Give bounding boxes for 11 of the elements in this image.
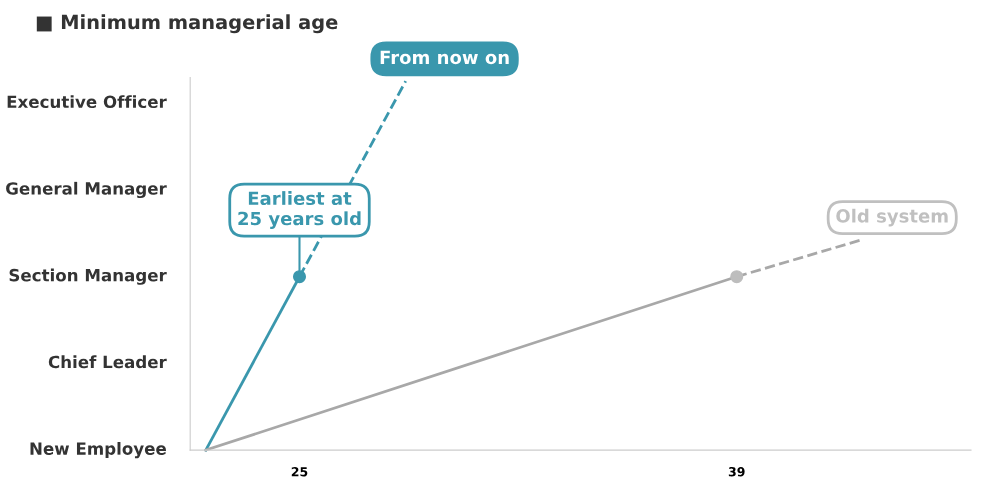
x-tick-label: 25 (291, 467, 308, 477)
x-tick-label: 39 (728, 467, 745, 477)
annotation: From now on (380, 50, 509, 65)
annotation: Earliest at 25 years old (238, 191, 361, 229)
text: Section Manager (9, 268, 167, 285)
annotation: Old system (836, 208, 948, 227)
text: Chief Leader (48, 355, 167, 369)
text: General Manager (6, 181, 167, 199)
chart-title: ■ Minimum managerial age (36, 14, 338, 34)
text: Executive Officer (7, 95, 167, 109)
text: New Employee (30, 441, 166, 459)
